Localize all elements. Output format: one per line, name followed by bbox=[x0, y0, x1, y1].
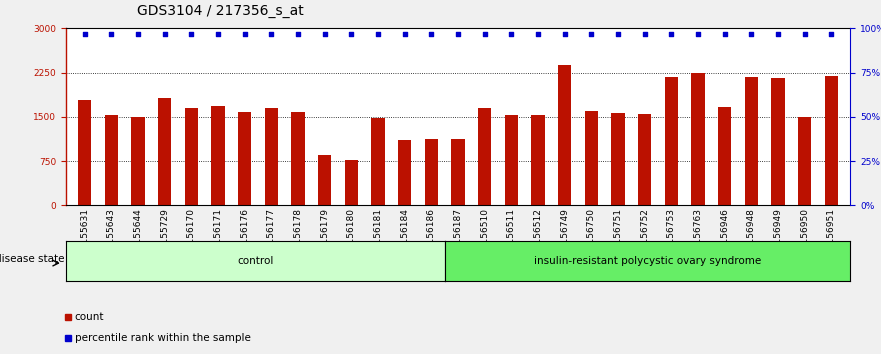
Bar bbox=[372, 118, 385, 205]
Bar bbox=[638, 114, 651, 205]
Point bbox=[825, 31, 839, 36]
Bar bbox=[825, 76, 838, 205]
Point bbox=[478, 31, 492, 36]
Point bbox=[238, 31, 252, 36]
Bar bbox=[238, 112, 251, 205]
Point bbox=[798, 31, 812, 36]
Bar bbox=[559, 65, 572, 205]
Point bbox=[371, 31, 385, 36]
Point bbox=[104, 31, 118, 36]
Bar bbox=[611, 113, 625, 205]
Bar bbox=[772, 78, 785, 205]
Point bbox=[131, 31, 145, 36]
Bar bbox=[131, 117, 144, 205]
Point bbox=[505, 31, 519, 36]
Point bbox=[78, 31, 92, 36]
Bar bbox=[718, 107, 731, 205]
Point bbox=[691, 31, 705, 36]
Point bbox=[425, 31, 439, 36]
Point bbox=[291, 31, 305, 36]
Point bbox=[264, 31, 278, 36]
Bar bbox=[425, 139, 438, 205]
Bar bbox=[292, 112, 305, 205]
Text: GDS3104 / 217356_s_at: GDS3104 / 217356_s_at bbox=[137, 4, 303, 18]
Point bbox=[451, 31, 465, 36]
Point bbox=[344, 31, 359, 36]
Bar bbox=[798, 118, 811, 205]
Text: count: count bbox=[75, 312, 104, 322]
Point bbox=[531, 31, 545, 36]
Point bbox=[558, 31, 572, 36]
Point bbox=[184, 31, 198, 36]
Bar bbox=[318, 155, 331, 205]
Bar bbox=[744, 77, 759, 205]
Bar bbox=[692, 73, 705, 205]
Text: percentile rank within the sample: percentile rank within the sample bbox=[75, 332, 250, 343]
Point bbox=[638, 31, 652, 36]
Point bbox=[744, 31, 759, 36]
Bar bbox=[531, 115, 544, 205]
Text: insulin-resistant polycystic ovary syndrome: insulin-resistant polycystic ovary syndr… bbox=[534, 256, 761, 266]
Bar bbox=[211, 106, 225, 205]
Point bbox=[584, 31, 598, 36]
Point bbox=[718, 31, 732, 36]
Bar bbox=[158, 98, 172, 205]
Bar bbox=[185, 108, 198, 205]
Point bbox=[397, 31, 411, 36]
Bar bbox=[665, 77, 678, 205]
Bar bbox=[505, 115, 518, 205]
Text: disease state: disease state bbox=[0, 254, 64, 264]
Bar bbox=[478, 108, 492, 205]
Point bbox=[771, 31, 785, 36]
Point bbox=[158, 31, 172, 36]
Text: control: control bbox=[237, 256, 273, 266]
Point bbox=[318, 31, 332, 36]
Bar bbox=[398, 141, 411, 205]
Bar bbox=[78, 100, 92, 205]
Bar bbox=[585, 111, 598, 205]
Bar bbox=[105, 115, 118, 205]
Point bbox=[211, 31, 226, 36]
Bar bbox=[344, 160, 358, 205]
Point bbox=[664, 31, 678, 36]
Bar bbox=[451, 139, 465, 205]
Point bbox=[611, 31, 626, 36]
Bar bbox=[265, 108, 278, 205]
